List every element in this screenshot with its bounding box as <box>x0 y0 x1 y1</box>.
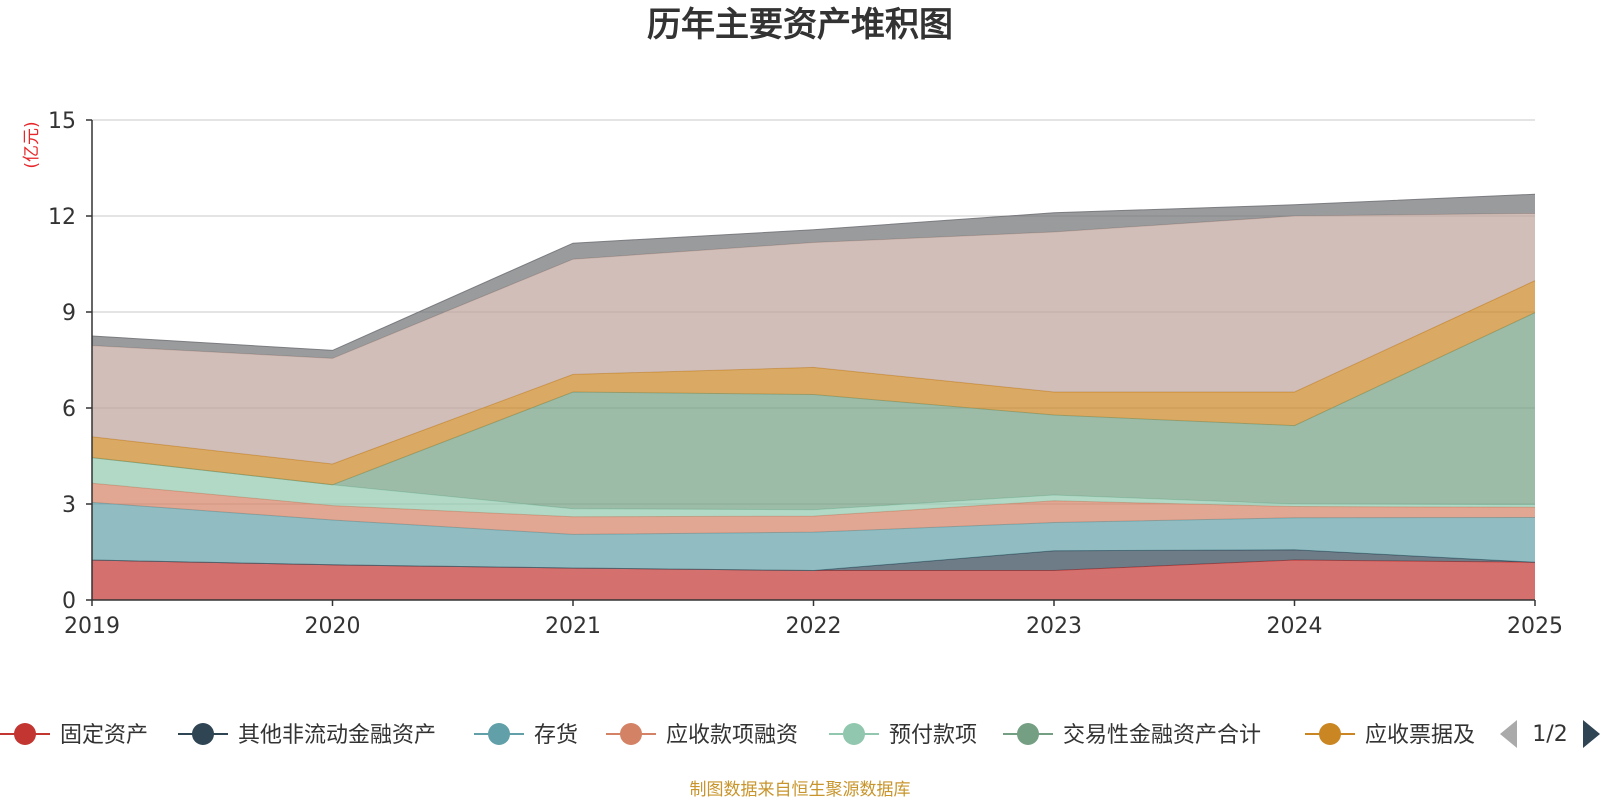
legend-marker-icon <box>620 723 642 745</box>
y-tick-label: 15 <box>48 109 76 134</box>
x-tick-label: 2019 <box>64 614 120 639</box>
stacked-areas <box>91 193 1536 600</box>
x-axis-ticks: 2019 2020 2021 2022 2023 2024 2025 <box>64 600 1563 639</box>
area-series-4[interactable] <box>92 457 1535 517</box>
x-tick-label: 2021 <box>545 614 601 639</box>
y-axis-ticks: 0 3 6 9 12 15 <box>48 109 92 614</box>
legend-label: 固定资产 <box>60 723 148 748</box>
legend: 固定资产 其他非流动金融资产 存货 应收款项融资 预付款项 交易性金融资产合计 应收票据及 <box>0 723 1475 748</box>
area-series-6[interactable] <box>92 280 1535 485</box>
y-tick-label: 9 <box>62 301 76 326</box>
area-series-1[interactable] <box>92 549 1535 571</box>
y-axis-unit: (亿元) <box>22 121 42 168</box>
legend-item[interactable]: 应收款项融资 <box>606 723 798 748</box>
legend-marker-icon <box>1319 723 1341 745</box>
legend-item[interactable]: 预付款项 <box>829 723 977 748</box>
x-tick-label: 2020 <box>305 614 361 639</box>
y-tick-label: 0 <box>62 589 76 614</box>
legend-page-indicator: 1/2 <box>1532 722 1567 747</box>
data-source-note: 制图数据来自恒生聚源数据库 <box>690 780 911 800</box>
legend-item[interactable]: 交易性金融资产合计 <box>1003 723 1261 748</box>
legend-marker-icon <box>843 723 865 745</box>
y-tick-label: 12 <box>48 205 76 230</box>
legend-item[interactable]: 固定资产 <box>0 723 148 748</box>
x-tick-label: 2022 <box>786 614 842 639</box>
area-series-8[interactable] <box>92 194 1535 359</box>
legend-item[interactable]: 应收票据及 <box>1305 723 1475 748</box>
area-series-3[interactable] <box>92 483 1535 535</box>
legend-label: 应收款项融资 <box>666 723 798 748</box>
triangle-right-icon[interactable] <box>1583 720 1600 748</box>
area-series-5[interactable] <box>92 312 1535 510</box>
y-tick-label: 6 <box>62 397 76 422</box>
legend-label: 应收票据及 <box>1365 723 1475 748</box>
legend-pager: 1/2 <box>1500 720 1600 748</box>
area-series-line-8 <box>91 193 1536 351</box>
area-series-7[interactable] <box>92 213 1535 464</box>
legend-label: 存货 <box>534 723 578 748</box>
legend-marker-icon <box>14 723 36 745</box>
legend-label: 交易性金融资产合计 <box>1063 723 1261 748</box>
chart-title: 历年主要资产堆积图 <box>647 5 953 45</box>
area-series-0[interactable] <box>92 560 1535 600</box>
legend-marker-icon <box>488 723 510 745</box>
y-tick-label: 3 <box>62 493 76 518</box>
legend-marker-icon <box>192 723 214 745</box>
x-tick-label: 2025 <box>1507 614 1563 639</box>
legend-item[interactable]: 存货 <box>474 723 578 748</box>
legend-label: 预付款项 <box>889 723 977 748</box>
x-tick-label: 2024 <box>1267 614 1323 639</box>
legend-item[interactable]: 其他非流动金融资产 <box>178 723 436 748</box>
triangle-left-icon[interactable] <box>1500 720 1517 748</box>
legend-label: 其他非流动金融资产 <box>238 723 436 748</box>
x-tick-label: 2023 <box>1026 614 1082 639</box>
legend-marker-icon <box>1017 723 1039 745</box>
area-series-2[interactable] <box>92 502 1535 571</box>
